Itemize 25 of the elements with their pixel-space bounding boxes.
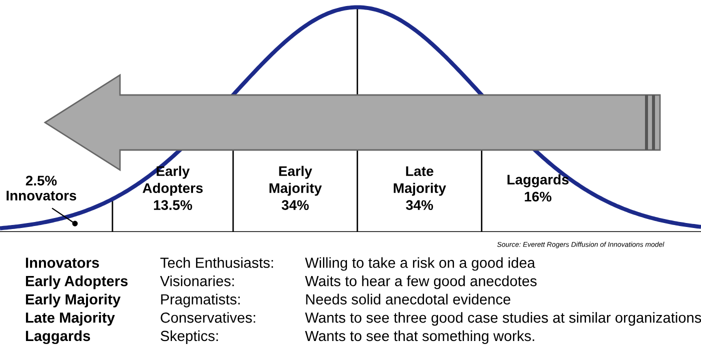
text: Needs solid anecdotal evidence: [306, 294, 510, 305]
text: Wants to see three good case studies at similar organizations: [305, 312, 701, 326]
text: Visionaries:: [160, 276, 234, 286]
text: Conservatives:: [160, 312, 256, 323]
data-label: 34%: [406, 200, 434, 210]
text: Pragmatists:: [161, 294, 240, 308]
text: Late Majority: [26, 312, 115, 326]
category-label: Innovators: [6, 190, 76, 201]
text: Laggards: [26, 330, 90, 344]
category-label: Late Majority: [394, 166, 446, 196]
category-label: Laggards: [508, 174, 569, 188]
text: Early Adopters: [26, 276, 128, 290]
data-label: 34%: [282, 200, 309, 210]
text: Tech Enthusiasts:: [160, 257, 273, 268]
text: Skeptics:: [160, 330, 218, 344]
text: Early Majority: [26, 294, 121, 308]
text: Waits to hear a few good anecdotes: [305, 276, 537, 290]
data-label: 16%: [524, 192, 552, 202]
text: Willing to take a risk on a good idea: [305, 257, 536, 271]
data-label: 2.5%: [26, 176, 57, 186]
category-label: Early Majority: [270, 166, 322, 196]
text: Wants to see that something works.: [305, 330, 534, 344]
text: Innovators: [26, 258, 99, 268]
category-label: Early Adopters: [142, 166, 203, 196]
data-label: 13.5%: [154, 200, 192, 210]
